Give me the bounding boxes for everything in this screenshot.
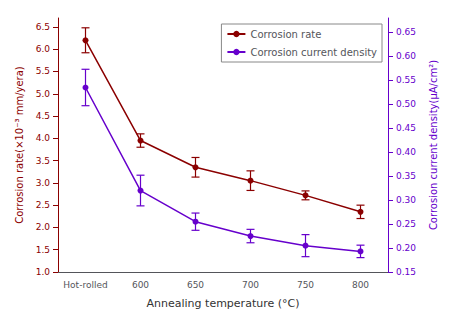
svg-text:Corrosion rate(×10⁻³ mm/yera): Corrosion rate(×10⁻³ mm/yera) — [14, 66, 25, 224]
svg-text:600: 600 — [132, 280, 149, 290]
svg-text:0.20: 0.20 — [396, 243, 416, 253]
svg-text:2.5: 2.5 — [36, 200, 50, 210]
svg-text:0.15: 0.15 — [396, 267, 416, 277]
svg-text:6.0: 6.0 — [36, 44, 51, 54]
svg-text:2.0: 2.0 — [36, 222, 51, 232]
svg-text:0.50: 0.50 — [396, 99, 416, 109]
svg-text:0.55: 0.55 — [396, 75, 416, 85]
svg-text:Hot-rolled: Hot-rolled — [63, 280, 107, 290]
svg-text:4.5: 4.5 — [36, 111, 50, 121]
svg-text:1.5: 1.5 — [36, 245, 50, 255]
svg-text:0.45: 0.45 — [396, 123, 416, 133]
svg-text:1.0: 1.0 — [36, 267, 51, 277]
svg-text:6.5: 6.5 — [36, 22, 50, 32]
svg-text:0.25: 0.25 — [396, 219, 416, 229]
svg-text:Corrosion current density: Corrosion current density — [250, 47, 377, 58]
svg-text:3.0: 3.0 — [36, 178, 51, 188]
svg-text:0.30: 0.30 — [396, 195, 416, 205]
svg-text:0.40: 0.40 — [396, 147, 416, 157]
svg-text:0.60: 0.60 — [396, 51, 416, 61]
svg-text:3.5: 3.5 — [36, 156, 50, 166]
svg-text:750: 750 — [297, 280, 314, 290]
svg-text:4.0: 4.0 — [36, 133, 51, 143]
svg-text:Corrosion current density(μA/c: Corrosion current density(μA/cm²) — [428, 60, 439, 230]
svg-text:800: 800 — [352, 280, 369, 290]
svg-text:700: 700 — [242, 280, 259, 290]
svg-text:Annealing temperature (°C): Annealing temperature (°C) — [147, 297, 300, 310]
svg-text:Corrosion rate: Corrosion rate — [250, 29, 321, 40]
svg-text:5.5: 5.5 — [36, 66, 50, 76]
svg-text:650: 650 — [187, 280, 204, 290]
svg-text:0.65: 0.65 — [396, 27, 416, 37]
svg-text:0.35: 0.35 — [396, 171, 416, 181]
svg-text:5.0: 5.0 — [36, 89, 51, 99]
